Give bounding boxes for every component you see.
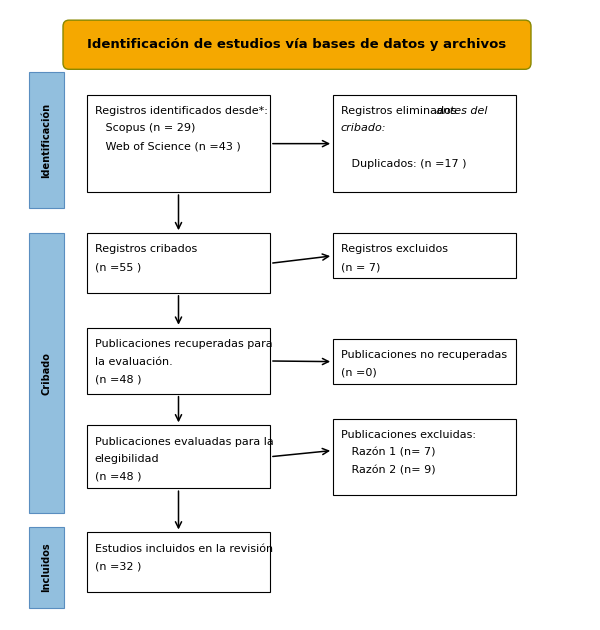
FancyBboxPatch shape xyxy=(333,339,516,384)
FancyBboxPatch shape xyxy=(63,20,531,69)
Text: (n =48 ): (n =48 ) xyxy=(95,472,142,482)
FancyBboxPatch shape xyxy=(29,527,64,608)
Text: Registros excluidos: Registros excluidos xyxy=(341,244,448,255)
Text: (n =0): (n =0) xyxy=(341,368,377,378)
Text: Identificación de estudios vía bases de datos y archivos: Identificación de estudios vía bases de … xyxy=(88,38,506,51)
FancyBboxPatch shape xyxy=(333,233,516,278)
FancyBboxPatch shape xyxy=(87,328,270,394)
Text: Registros cribados: Registros cribados xyxy=(95,244,197,255)
FancyBboxPatch shape xyxy=(87,94,270,192)
Text: Razón 2 (n= 9): Razón 2 (n= 9) xyxy=(341,466,436,476)
Text: Scopus (n = 29): Scopus (n = 29) xyxy=(95,123,195,134)
Text: la evaluación.: la evaluación. xyxy=(95,357,173,367)
FancyBboxPatch shape xyxy=(87,233,270,293)
Text: Incluidos: Incluidos xyxy=(41,543,51,592)
Text: cribado:: cribado: xyxy=(341,123,386,134)
FancyBboxPatch shape xyxy=(87,532,270,592)
FancyBboxPatch shape xyxy=(29,72,64,208)
Text: Publicaciones recuperadas para: Publicaciones recuperadas para xyxy=(95,339,272,349)
FancyBboxPatch shape xyxy=(29,233,64,513)
Text: Razón 1 (n= 7): Razón 1 (n= 7) xyxy=(341,448,436,458)
FancyBboxPatch shape xyxy=(333,419,516,495)
Text: (n =55 ): (n =55 ) xyxy=(95,262,141,272)
Text: Web of Science (n =43 ): Web of Science (n =43 ) xyxy=(95,141,241,151)
FancyBboxPatch shape xyxy=(87,425,270,488)
Text: Duplicados: (n =17 ): Duplicados: (n =17 ) xyxy=(341,159,466,169)
Text: Registros identificados desde*:: Registros identificados desde*: xyxy=(95,106,268,116)
FancyBboxPatch shape xyxy=(333,94,516,192)
Text: (n = 7): (n = 7) xyxy=(341,262,380,272)
Text: Publicaciones evaluadas para la: Publicaciones evaluadas para la xyxy=(95,437,274,447)
Text: (n =32 ): (n =32 ) xyxy=(95,561,141,571)
Text: Publicaciones excluidas:: Publicaciones excluidas: xyxy=(341,430,476,440)
Text: antes del: antes del xyxy=(436,106,487,116)
Text: Cribado: Cribado xyxy=(41,352,51,395)
Text: Estudios incluidos en la revisión: Estudios incluidos en la revisión xyxy=(95,544,273,554)
Text: Registros eliminados: Registros eliminados xyxy=(341,106,460,116)
Text: (n =48 ): (n =48 ) xyxy=(95,374,142,384)
Text: Identificación: Identificación xyxy=(41,103,51,178)
Text: elegibilidad: elegibilidad xyxy=(95,454,160,464)
Text: Publicaciones no recuperadas: Publicaciones no recuperadas xyxy=(341,350,507,360)
